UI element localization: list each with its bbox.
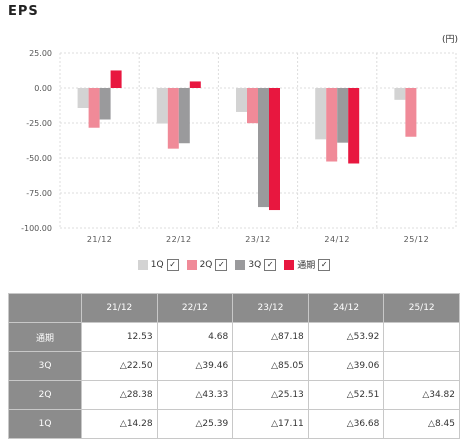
table-cell: △53.92 [307,322,385,352]
bar-1Q-25/12[interactable] [394,88,406,100]
x-tick-label: 23/12 [245,235,271,244]
y-tick-label: 25.00 [29,49,52,58]
x-tick-label: 22/12 [166,235,192,244]
table-header-cell: 23/12 [232,293,309,323]
bar-3Q-23/12[interactable] [258,88,269,208]
legend-checkbox-2q[interactable]: ✓ [215,258,228,271]
y-tick-label: 0.00 [34,84,52,93]
table-cell: △14.28 [81,409,158,439]
legend-checkbox-3q[interactable]: ✓ [264,258,277,271]
table-cell: △87.18 [232,322,309,352]
bar-通期-23/12[interactable] [269,88,280,211]
bar-2Q-22/12[interactable] [167,88,179,149]
y-tick-label: -75.00 [26,189,52,198]
bar-3Q-24/12[interactable] [337,88,349,143]
table-header-corner [8,293,82,323]
bar-1Q-24/12[interactable] [315,88,327,140]
table-row: 2Q △28.38 △43.33 △25.13 △52.51 △34.82 [8,380,460,410]
eps-bar-chart: (円) 25.00 0.00 -25.00 -50.00 -75.00 -100.00 2… [21,34,458,244]
x-tick-label: 24/12 [324,235,350,244]
row-label: 1Q [8,409,82,439]
table-cell: △52.51 [307,380,385,410]
unit-label: (円) [442,34,458,45]
table-cell: △22.50 [81,351,158,381]
bar-通期-21/12[interactable] [110,70,122,88]
table-cell: △25.13 [232,380,309,410]
table-row: 1Q △14.28 △25.39 △17.11 △36.68 △8.45 [8,409,460,439]
table-row: 3Q △22.50 △39.46 △85.05 △39.06 [8,351,460,381]
table-header-cell: 25/12 [383,293,460,323]
table-cell: 12.53 [81,322,158,352]
y-tick-label: -50.00 [26,154,52,163]
x-tick-label: 25/12 [404,235,430,244]
legend-item-2q[interactable]: 2Q ✓ [186,258,228,271]
bar-通期-22/12[interactable] [189,81,201,88]
y-tick-label: -25.00 [26,119,52,128]
table-cell: △85.05 [232,351,309,381]
table-cell: △17.11 [232,409,309,439]
chart-title: EPS [8,4,39,19]
table-cell: △28.38 [81,380,158,410]
table-cell [383,351,460,381]
table-cell: △36.68 [307,409,385,439]
table-cell: △43.33 [156,380,234,410]
table-header-cell: 22/12 [156,293,234,323]
legend-item-1q[interactable]: 1Q ✓ [137,258,179,271]
table-cell: △25.39 [156,409,234,439]
bar-2Q-24/12[interactable] [326,88,338,162]
legend-item-full-year[interactable]: 通期 ✓ [284,258,331,271]
bar-2Q-21/12[interactable] [88,88,100,128]
row-label: 3Q [8,351,82,381]
x-tick-label: 21/12 [87,235,113,244]
legend-label-1q: 1Q [150,259,164,270]
legend-swatch-3q [235,259,246,270]
row-label: 2Q [8,380,82,410]
eps-table: 21/12 22/12 23/12 24/12 25/12 通期 12.53 4… [8,293,460,439]
y-tick-label: -100.00 [21,224,52,233]
table-header-cell: 21/12 [81,293,158,323]
legend-label-full-year: 通期 [297,261,316,271]
bar-1Q-21/12[interactable] [77,88,89,108]
table-header-row: 21/12 22/12 23/12 24/12 25/12 [8,293,460,323]
legend-label-3q: 3Q [248,259,262,270]
legend-item-3q[interactable]: 3Q ✓ [235,258,277,271]
table-cell: △8.45 [383,409,460,439]
legend-swatch-2q [186,259,197,270]
table-cell: △39.46 [156,351,234,381]
legend-swatch-full-year [284,259,295,270]
bar-1Q-22/12[interactable] [156,88,168,124]
legend-label-2q: 2Q [199,259,213,270]
table-row: 通期 12.53 4.68 △87.18 △53.92 [8,322,460,352]
bar-2Q-25/12[interactable] [405,88,417,137]
legend-checkbox-1q[interactable]: ✓ [166,258,179,271]
legend-checkbox-full-year[interactable]: ✓ [318,258,331,271]
bar-1Q-23/12[interactable] [236,88,247,112]
table-cell: △39.06 [307,351,385,381]
table-header-cell: 24/12 [307,293,385,323]
bar-通期-24/12[interactable] [348,88,360,164]
bar-3Q-22/12[interactable] [178,88,190,144]
bar-3Q-21/12[interactable] [99,88,111,120]
legend-swatch-1q [137,259,148,270]
bar-2Q-23/12[interactable] [247,88,258,124]
row-label: 通期 [8,322,82,352]
table-cell: △34.82 [383,380,460,410]
table-cell: 4.68 [156,322,234,352]
table-cell [383,322,460,352]
legend: 1Q ✓ 2Q ✓ 3Q ✓ 通期 ✓ [0,258,468,271]
